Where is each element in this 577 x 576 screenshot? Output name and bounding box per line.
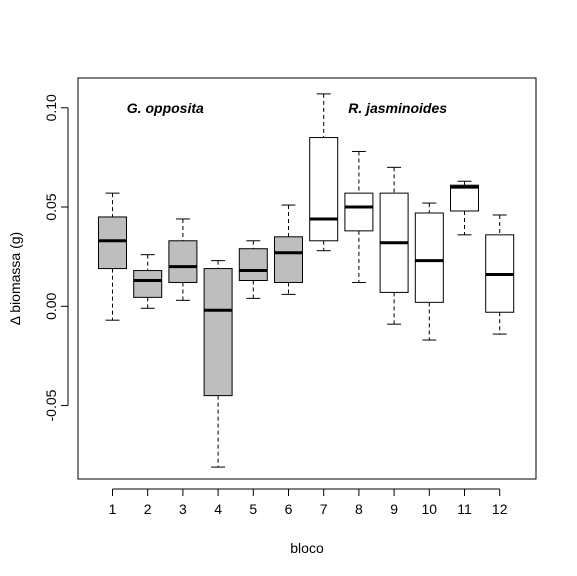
x-tick-label: 2 <box>144 501 152 517</box>
x-tick-label: 3 <box>179 501 187 517</box>
iqr-box <box>168 240 198 283</box>
box-4 <box>203 260 233 468</box>
box-6 <box>274 204 303 295</box>
x-tick-label: 6 <box>285 501 293 517</box>
plot-frame <box>77 77 537 480</box>
x-tick-label: 12 <box>492 501 508 517</box>
box-7 <box>309 93 339 252</box>
iqr-box <box>98 216 127 270</box>
iqr-box <box>274 236 303 283</box>
x-tick-label: 5 <box>249 501 257 517</box>
box-9 <box>379 166 409 325</box>
annotation-g-opposita: G. opposita <box>127 100 204 116</box>
x-tick-label: 8 <box>355 501 363 517</box>
box-11 <box>450 180 479 236</box>
box-1 <box>98 192 127 321</box>
box-2 <box>133 254 163 309</box>
box-12 <box>485 214 515 335</box>
annotation-r-jasminoides: R. jasminoides <box>348 100 447 116</box>
x-tick-label: 9 <box>390 501 398 517</box>
iqr-box <box>414 212 444 303</box>
y-axis: -0.05 0.00 0.05 0.10 <box>43 94 69 422</box>
boxes-layer <box>98 93 515 468</box>
iqr-box <box>133 270 163 298</box>
box-3 <box>168 218 198 301</box>
y-tick-label: 0.10 <box>43 94 59 121</box>
x-tick-label: 7 <box>320 501 328 517</box>
x-tick-label: 1 <box>109 501 117 517</box>
iqr-box <box>309 137 339 242</box>
x-axis-title: bloco <box>290 540 324 556</box>
y-tick-label: 0.00 <box>43 292 59 319</box>
box-10 <box>414 202 444 341</box>
y-tick-label: 0.05 <box>43 193 59 220</box>
iqr-box <box>344 192 374 232</box>
iqr-box <box>238 248 268 281</box>
y-axis-title: Δ biomassa (g) <box>7 232 23 325</box>
x-axis: 1 2 3 4 5 6 7 8 9 10 11 12 <box>109 488 508 517</box>
box-5 <box>238 240 268 299</box>
box-8 <box>344 150 374 283</box>
x-tick-label: 4 <box>214 501 222 517</box>
iqr-box <box>450 184 479 212</box>
iqr-box <box>203 268 233 397</box>
x-tick-label: 10 <box>422 501 438 517</box>
x-tick-label: 11 <box>457 501 472 517</box>
y-tick-label: -0.05 <box>43 389 59 421</box>
